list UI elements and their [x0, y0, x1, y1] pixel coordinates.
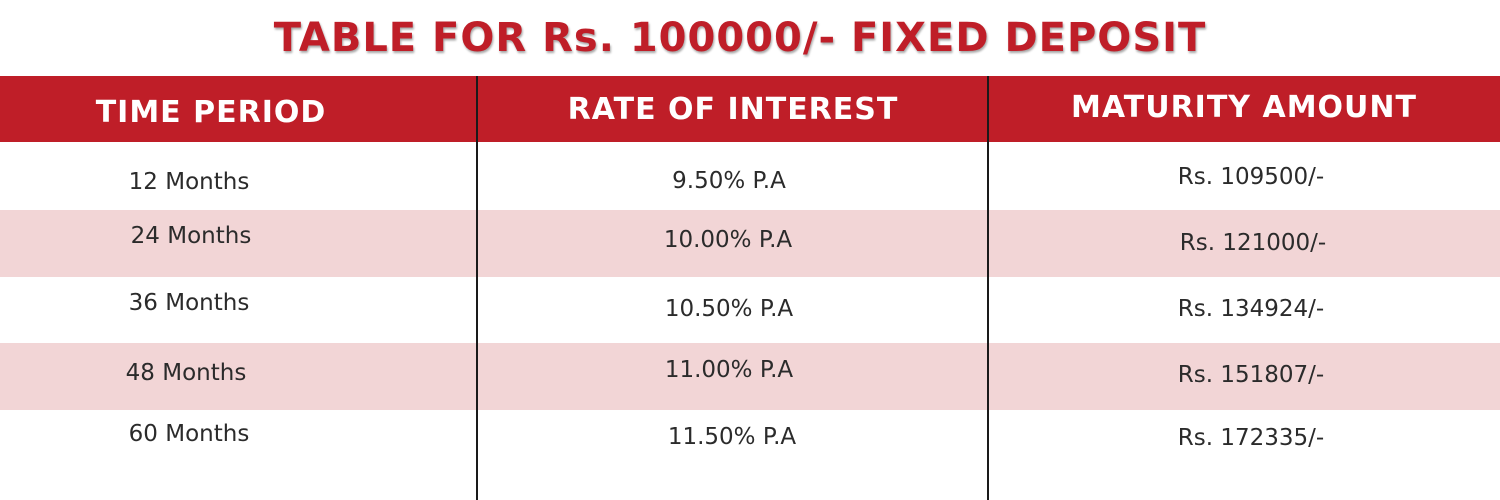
maturity-amount-cell: Rs. 121000/- — [1179, 230, 1327, 256]
time-period-cell: 12 Months — [128, 169, 250, 195]
rate-of-interest-cell: 10.00% P.A — [663, 227, 793, 253]
maturity-amount-cell: Rs. 134924/- — [1177, 296, 1325, 322]
table-row: 24 Months 10.00% P.A Rs. 121000/- — [0, 210, 1500, 277]
table-header: TIME PERIOD RATE OF INTEREST MATURITY AM… — [0, 76, 1500, 142]
fixed-deposit-table: TIME PERIOD RATE OF INTEREST MATURITY AM… — [0, 76, 1500, 500]
maturity-amount-cell: Rs. 151807/- — [1177, 362, 1325, 388]
maturity-amount-cell: Rs. 109500/- — [1177, 164, 1325, 190]
rate-of-interest-cell: 9.50% P.A — [672, 168, 786, 194]
column-header-maturity-amount: MATURITY AMOUNT — [1071, 89, 1417, 125]
table-row: 36 Months 10.50% P.A Rs. 134924/- — [0, 277, 1500, 344]
table-row: 12 Months 9.50% P.A Rs. 109500/- — [0, 142, 1500, 209]
rate-of-interest-cell: 11.50% P.A — [667, 424, 797, 450]
time-period-cell: 36 Months — [128, 290, 250, 316]
rate-of-interest-cell: 11.00% P.A — [664, 357, 794, 383]
time-period-cell: 48 Months — [125, 360, 247, 386]
column-divider — [987, 76, 989, 500]
column-header-rate-of-interest: RATE OF INTEREST — [567, 91, 899, 127]
rate-of-interest-cell: 10.50% P.A — [664, 296, 794, 322]
time-period-cell: 24 Months — [130, 223, 252, 249]
page-title: TABLE FOR Rs. 100000/- FIXED DEPOSIT — [273, 15, 1207, 61]
column-header-time-period: TIME PERIOD — [95, 94, 327, 130]
time-period-cell: 60 Months — [128, 421, 250, 447]
column-divider — [476, 76, 478, 500]
table-row: 60 Months 11.50% P.A Rs. 172335/- — [0, 410, 1500, 477]
maturity-amount-cell: Rs. 172335/- — [1177, 425, 1325, 451]
table-row: 48 Months 11.00% P.A Rs. 151807/- — [0, 343, 1500, 410]
